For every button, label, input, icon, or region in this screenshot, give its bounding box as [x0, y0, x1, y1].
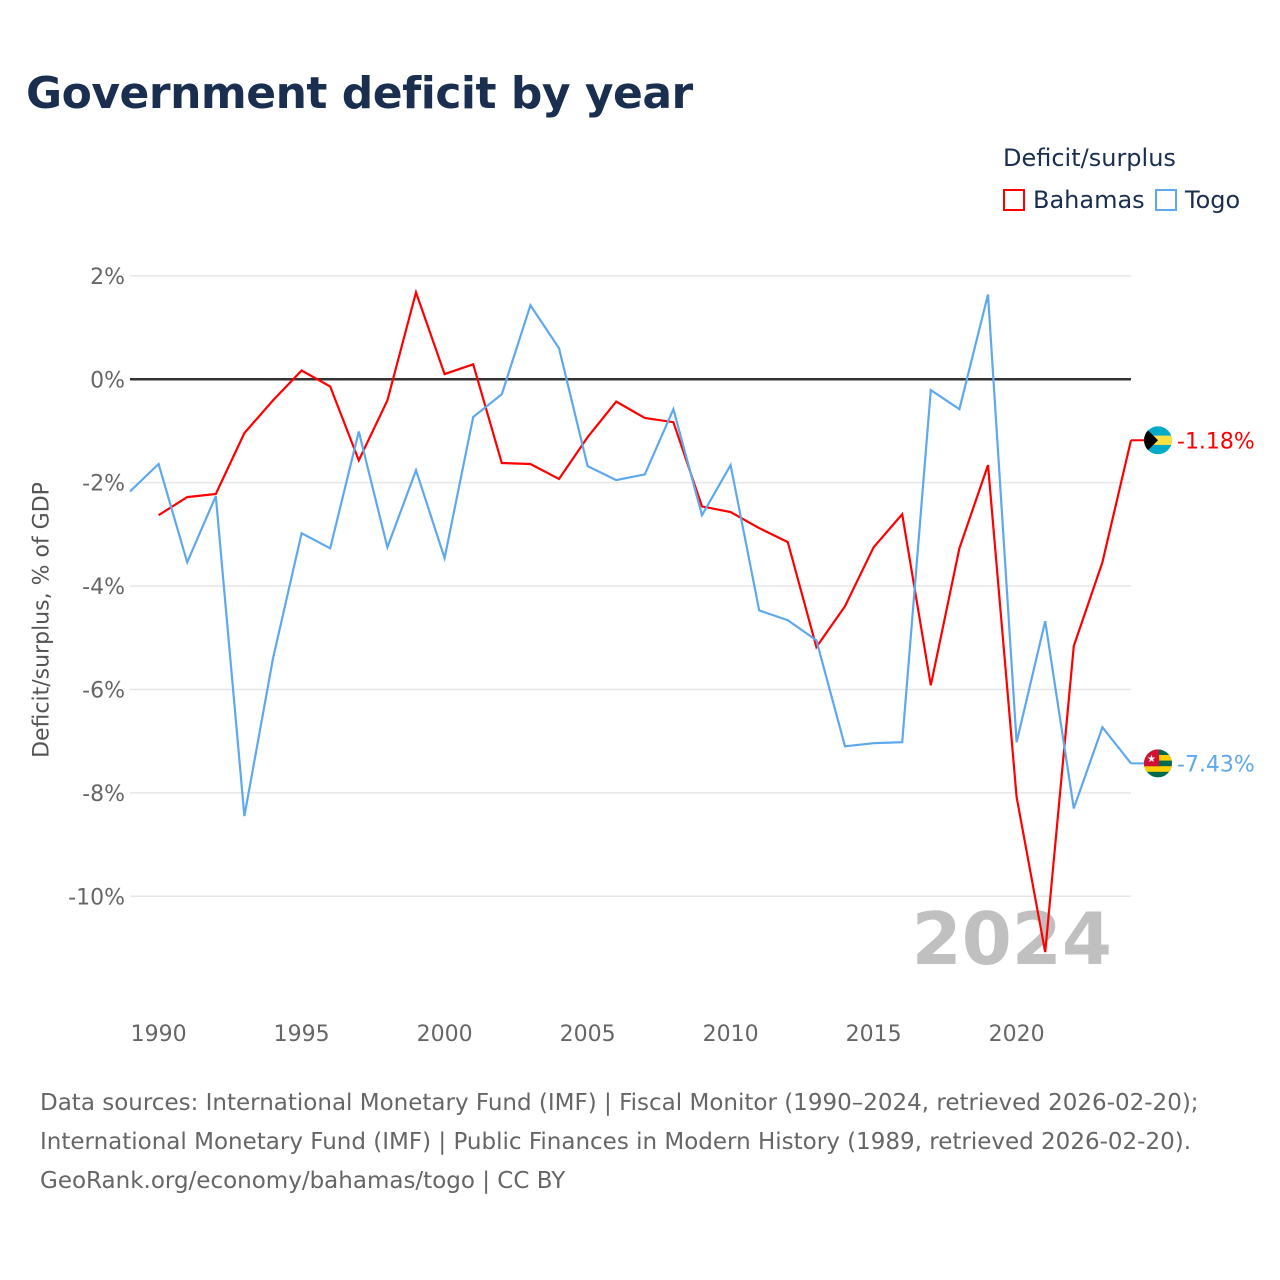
legend-label-togo: Togo: [1185, 186, 1241, 214]
y-tick-label: -2%: [82, 472, 125, 497]
legend-title: Deficit/surplus: [1003, 144, 1176, 172]
x-tick-label: 1995: [274, 1022, 330, 1047]
x-tick-label: 1990: [131, 1022, 187, 1047]
footer-source-2: International Monetary Fund (IMF) | Publ…: [40, 1129, 1191, 1155]
y-tick-label: 2%: [90, 265, 125, 290]
legend-label-bahamas: Bahamas: [1033, 186, 1145, 214]
svg-text:★: ★: [1147, 754, 1156, 765]
flag-togo-icon: ★: [1144, 749, 1172, 778]
y-tick-label: 0%: [90, 368, 125, 393]
y-tick-label: -6%: [82, 678, 125, 703]
footer-source-1: Data sources: International Monetary Fun…: [40, 1090, 1199, 1116]
y-tick-label: -10%: [68, 885, 125, 910]
series-line-bahamas: [158, 288, 1133, 953]
legend-item-togo[interactable]: Togo: [1155, 186, 1240, 214]
y-tick-label: -4%: [82, 575, 125, 600]
x-tick-label: 2020: [989, 1022, 1045, 1047]
legend-swatch-bahamas: [1003, 189, 1025, 211]
year-watermark: 2024: [912, 897, 1112, 981]
x-tick-label: 2015: [846, 1022, 902, 1047]
end-label-bahamas: -1.18%: [1177, 429, 1255, 454]
legend-swatch-togo: [1155, 189, 1177, 211]
x-tick-label: 2005: [560, 1022, 616, 1047]
flag-bahamas-icon: [1144, 426, 1172, 455]
y-tick-label: -8%: [82, 782, 125, 807]
chart-title: Government deficit by year: [26, 68, 693, 119]
x-tick-label: 2000: [417, 1022, 473, 1047]
end-label-togo: -7.43%: [1177, 752, 1255, 777]
footer-attribution[interactable]: GeoRank.org/economy/bahamas/togo | CC BY: [40, 1168, 566, 1194]
legend-item-bahamas[interactable]: Bahamas: [1003, 186, 1145, 214]
x-tick-label: 2010: [703, 1022, 759, 1047]
series-line-togo: [129, 294, 1132, 817]
